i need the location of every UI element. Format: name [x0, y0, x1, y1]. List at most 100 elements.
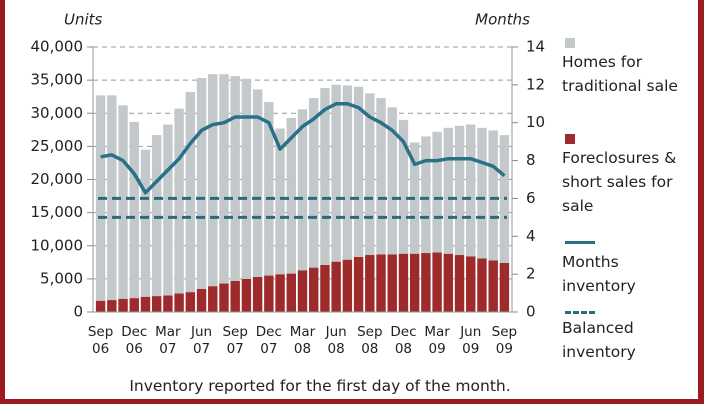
bar	[466, 124, 476, 257]
bar	[421, 136, 431, 254]
bar	[140, 296, 151, 312]
frame	[698, 0, 704, 404]
bar	[376, 98, 386, 255]
bar	[241, 78, 252, 279]
bar	[275, 274, 285, 312]
bar	[353, 86, 364, 258]
bar	[454, 125, 465, 256]
bar	[365, 93, 375, 256]
bar	[196, 78, 207, 289]
y-tick-label: 30,000	[31, 104, 84, 122]
bar	[499, 262, 510, 312]
bar	[365, 255, 375, 312]
frame	[0, 399, 704, 404]
bar	[208, 286, 218, 312]
bar	[297, 109, 308, 271]
y2-tick-label: 0	[526, 303, 536, 321]
bar	[477, 127, 487, 259]
x-tick-label: Jun 08	[325, 324, 347, 357]
x-tick-label: Sep 08	[357, 324, 383, 357]
y2-tick-label: 8	[526, 151, 536, 169]
bar	[185, 92, 196, 293]
bar	[107, 95, 117, 301]
x-tick-label: Mar 07	[155, 324, 181, 357]
bar	[196, 288, 207, 312]
bar	[264, 275, 274, 312]
bar	[297, 270, 308, 312]
bar	[230, 280, 240, 312]
bar	[185, 292, 196, 312]
legend-label: Months inventory	[562, 253, 636, 295]
bar	[421, 253, 431, 312]
bar	[342, 85, 353, 260]
bar	[118, 298, 128, 312]
bar	[241, 278, 252, 312]
y-tick-label: 25,000	[31, 137, 84, 155]
y-tick-label: 15,000	[31, 203, 84, 221]
bar	[174, 293, 184, 312]
bar	[286, 117, 296, 274]
bar	[151, 296, 162, 312]
bar	[107, 300, 117, 312]
bar	[129, 121, 139, 299]
bar	[286, 273, 296, 312]
legend-swatch	[565, 134, 575, 144]
bar	[331, 84, 341, 262]
y-tick-label: 0	[73, 303, 83, 321]
bar	[443, 253, 454, 312]
bar	[353, 257, 364, 312]
bar	[488, 130, 498, 261]
x-tick-label: Sep 06	[87, 324, 114, 357]
bar	[409, 253, 420, 312]
y-tick-label: 20,000	[31, 170, 84, 188]
y-tick-label: 5,000	[40, 269, 83, 287]
legend-swatch	[565, 241, 595, 244]
bar	[477, 258, 487, 312]
y-tick-label: 40,000	[31, 38, 84, 56]
y-tick-label: 35,000	[31, 71, 84, 89]
bar	[219, 74, 229, 284]
bar	[219, 283, 229, 312]
bar	[163, 295, 173, 312]
bar	[309, 98, 319, 268]
bar	[398, 253, 409, 312]
legend-label: Homes for traditional sale	[562, 53, 678, 95]
x-tick-label: Mar 09	[424, 324, 450, 357]
x-tick-label: Jun 07	[191, 324, 213, 357]
bar	[488, 260, 498, 312]
x-tick-label: Dec 06	[121, 324, 148, 357]
bar	[151, 135, 162, 297]
bar	[320, 88, 330, 265]
x-tick-label: Mar 08	[289, 324, 316, 357]
bar	[387, 107, 397, 255]
bar	[342, 259, 353, 312]
bar	[387, 254, 397, 312]
y2-tick-label: 10	[526, 113, 545, 131]
legend-swatch	[565, 38, 575, 48]
y-tick-label: 10,000	[31, 236, 84, 254]
y2-tick-label: 6	[526, 189, 536, 207]
x-tick-label: Sep 09	[491, 324, 518, 357]
x-tick-label: Sep 07	[222, 324, 248, 357]
footnote: Inventory reported for the first day of …	[129, 377, 511, 395]
bar	[140, 149, 151, 297]
x-tick-label: Dec 07	[255, 324, 282, 357]
y2-tick-label: 2	[526, 265, 536, 283]
x-tick-label: Dec 08	[390, 324, 417, 357]
legend-swatch	[565, 311, 595, 314]
bar	[230, 76, 240, 281]
bar	[454, 255, 465, 312]
y2-axis-label: Months	[475, 11, 530, 29]
frame	[0, 0, 5, 404]
bar	[309, 267, 319, 312]
bar	[432, 252, 442, 312]
bar	[252, 89, 263, 277]
y2-tick-label: 14	[526, 38, 545, 56]
bar	[320, 264, 330, 312]
x-tick-label: Jun 09	[460, 324, 482, 357]
legend-label: Balanced inventory	[562, 319, 636, 361]
bar	[95, 300, 106, 312]
bar	[208, 74, 218, 287]
